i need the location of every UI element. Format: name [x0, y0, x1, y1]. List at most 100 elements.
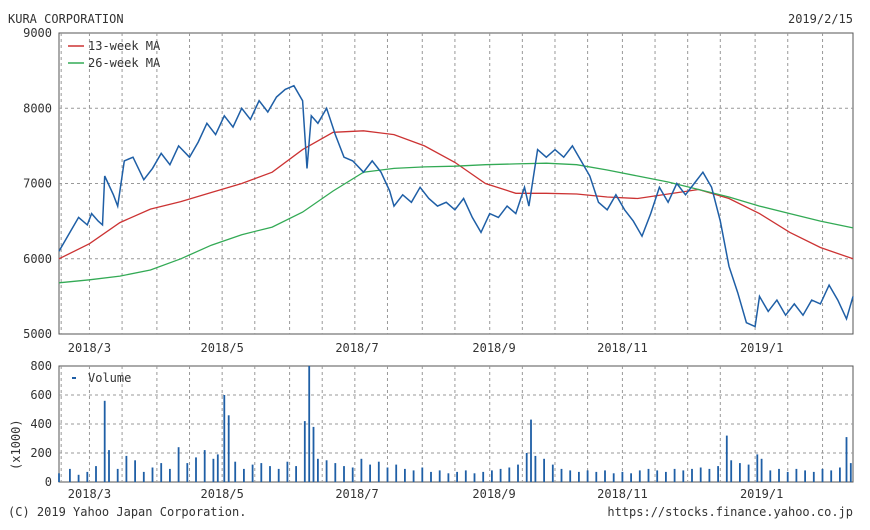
volume-bar	[430, 471, 432, 482]
volume-bar	[251, 464, 254, 482]
volume-bar	[317, 458, 319, 482]
volume-bar	[234, 461, 237, 482]
volume-bar	[839, 467, 841, 482]
volume-y-tick-label: 800	[30, 359, 52, 373]
volume-bar	[343, 466, 345, 482]
volume-x-tick-label: 2018/3	[68, 487, 111, 501]
volume-bar	[845, 437, 848, 482]
volume-bar	[108, 450, 110, 482]
volume-bar	[638, 470, 641, 482]
series-line-price	[58, 84, 854, 328]
volume-bar	[517, 464, 519, 482]
volume-y-tick-label: 200	[30, 446, 52, 460]
volume-bar	[795, 468, 798, 482]
price-x-tick-label: 2018/11	[597, 341, 648, 355]
volume-bar	[647, 468, 650, 482]
volume-bar	[169, 468, 171, 482]
volume-bars	[58, 366, 852, 483]
volume-bar	[595, 471, 598, 482]
volume-bar	[58, 473, 60, 482]
volume-x-tick-label: 2018/11	[597, 487, 648, 501]
volume-bar	[308, 366, 311, 482]
volume-bar	[269, 466, 271, 482]
volume-bar	[691, 468, 693, 482]
series-line-ma26	[58, 162, 854, 284]
volume-bar	[525, 453, 528, 482]
volume-x-tick-label: 2018/5	[200, 487, 243, 501]
legend-volume-label: Volume	[88, 371, 131, 385]
volume-bar	[95, 466, 97, 482]
price-y-tick-label: 6000	[23, 252, 52, 266]
volume-bar	[369, 464, 371, 482]
volume-bar	[412, 470, 415, 482]
volume-bar	[421, 467, 424, 482]
volume-bar	[708, 468, 711, 482]
volume-bar	[186, 463, 189, 482]
volume-bar	[534, 455, 537, 482]
volume-bar	[821, 468, 824, 482]
volume-bar	[260, 463, 263, 482]
volume-bar	[295, 466, 297, 482]
volume-bar	[277, 468, 280, 482]
price-x-tick-label: 2018/5	[200, 341, 243, 355]
volume-bar	[312, 426, 315, 482]
volume-bar	[334, 463, 337, 482]
volume-bar	[621, 471, 624, 482]
price-x-tick-label: 2019/1	[740, 341, 783, 355]
volume-x-tick-label: 2018/7	[335, 487, 378, 501]
volume-bar	[456, 471, 458, 482]
price-x-tick-label: 2018/9	[472, 341, 515, 355]
price-grid	[59, 33, 853, 334]
volume-bar	[386, 467, 389, 482]
volume-bar	[116, 468, 119, 482]
volume-y-tick-label: 600	[30, 388, 52, 402]
volume-bar	[464, 470, 467, 482]
price-y-tick-label: 7000	[23, 177, 52, 191]
volume-bar	[160, 463, 163, 482]
volume-bar	[351, 467, 354, 482]
volume-bar	[227, 415, 230, 482]
price-y-axis: 5000 6000 7000 8000 9000	[23, 26, 52, 341]
volume-bar	[756, 454, 759, 482]
copyright-text: (C) 2019 Yahoo Japan Corporation.	[8, 505, 246, 519]
volume-bar	[473, 473, 476, 482]
volume-bar	[760, 458, 763, 482]
volume-bar	[717, 466, 719, 482]
volume-bar	[377, 461, 380, 482]
volume-bar	[612, 473, 615, 482]
volume-bar	[630, 473, 632, 482]
volume-bar	[769, 470, 772, 482]
volume-bar	[812, 471, 815, 482]
volume-bar	[551, 464, 554, 482]
volume-bar	[673, 468, 676, 482]
volume-bar	[578, 471, 580, 482]
price-x-axis: 2018/3 2018/5 2018/7 2018/9 2018/11 2019/1	[68, 341, 784, 355]
volume-bar	[203, 450, 206, 482]
volume-bar	[569, 470, 572, 482]
volume-unit-label: (x1000)	[9, 419, 23, 470]
volume-bar	[177, 447, 180, 482]
volume-y-axis: 0 200 400 600 800	[30, 359, 52, 489]
volume-bar	[447, 473, 450, 482]
volume-bar	[216, 454, 219, 482]
price-series-lines	[58, 84, 854, 328]
volume-y-tick-label: 400	[30, 417, 52, 431]
chart-date: 2019/2/15	[788, 12, 853, 26]
volume-bar	[223, 395, 226, 482]
volume-bar	[747, 464, 750, 482]
volume-bar	[303, 421, 306, 482]
source-url[interactable]: https://stocks.finance.yahoo.co.jp	[607, 505, 853, 519]
volume-bar	[604, 470, 606, 482]
volume-bar	[395, 464, 398, 482]
volume-bar	[125, 455, 128, 482]
chart-title: KURA CORPORATION	[8, 12, 124, 26]
legend-ma13-label: 13-week MA	[88, 39, 161, 53]
volume-bar	[699, 467, 702, 482]
price-x-tick-label: 2018/7	[335, 341, 378, 355]
volume-y-tick-label: 0	[45, 475, 52, 489]
volume-x-axis: 2018/3 2018/5 2018/7 2018/9 2018/11 2019/1	[68, 487, 784, 501]
volume-bar	[586, 470, 589, 482]
volume-bar	[530, 419, 532, 482]
